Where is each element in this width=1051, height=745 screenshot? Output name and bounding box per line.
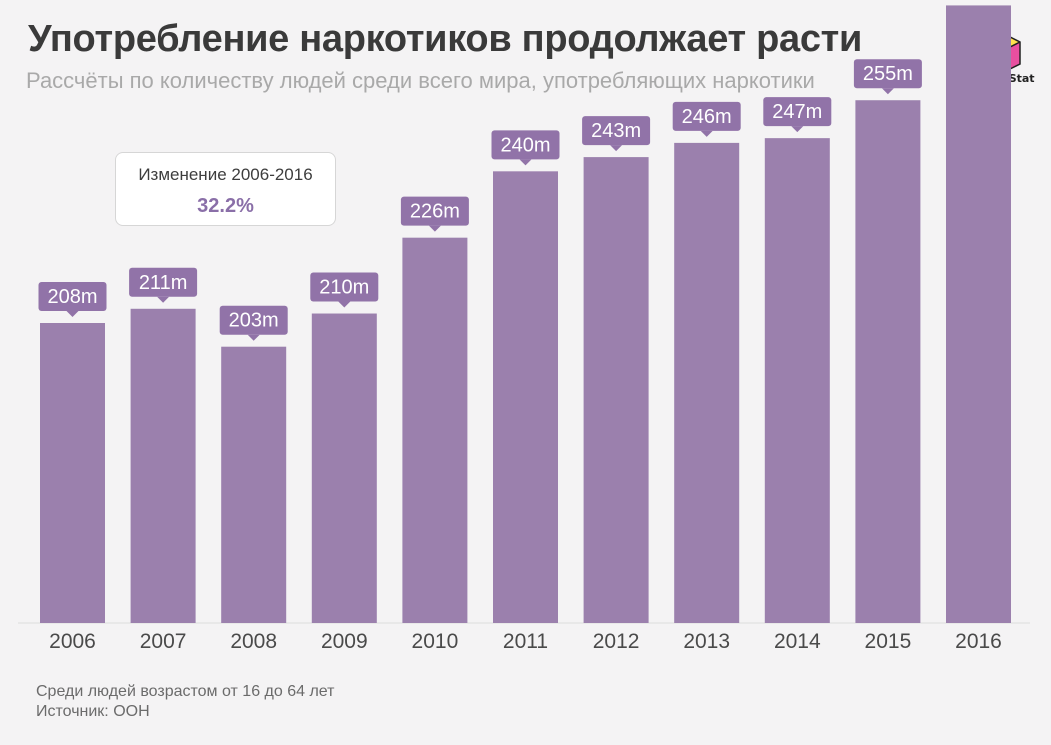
bar-2015: [855, 100, 921, 624]
svg-text:208m: 208m: [47, 286, 97, 308]
callout-value: 32.2%: [197, 195, 254, 217]
svg-text:255m: 255m: [863, 63, 913, 85]
bar-2013: [674, 142, 740, 623]
svg-text:246m: 246m: [682, 106, 732, 128]
data-label-2008: 203m: [219, 305, 288, 341]
x-tick-label-2016: 2016: [955, 630, 1002, 653]
data-label-2015: 255m: [853, 59, 922, 95]
data-label-2012: 243m: [582, 116, 651, 152]
x-tick-label-2007: 2007: [140, 630, 187, 653]
x-tick-label-2011: 2011: [503, 630, 548, 653]
x-tick-label-2014: 2014: [774, 630, 821, 653]
page-title: Употребление наркотиков продолжает расти: [28, 18, 863, 60]
data-label-2014: 247m: [763, 97, 832, 133]
footnote-age-range: Среди людей возрастом от 16 до 64 лет: [36, 683, 335, 700]
x-tick-label-2012: 2012: [593, 630, 640, 653]
data-label-2007: 211m: [129, 267, 198, 303]
bar-2009: [311, 313, 377, 623]
svg-text:203m: 203m: [229, 310, 279, 332]
svg-text:226m: 226m: [410, 201, 460, 223]
svg-text:210m: 210m: [319, 277, 369, 299]
bar-2014: [764, 138, 830, 623]
bar-2008: [221, 346, 287, 623]
x-tick-label-2006: 2006: [49, 630, 96, 653]
svg-text:247m: 247m: [772, 101, 822, 123]
footnote-source: Источник: ООН: [36, 703, 150, 720]
data-label-2009: 210m: [310, 272, 379, 308]
x-tick-label-2008: 2008: [230, 630, 277, 653]
bar-2010: [402, 237, 468, 623]
x-tick-label-2015: 2015: [865, 630, 912, 653]
x-tick-label-2009: 2009: [321, 630, 368, 653]
bar-2012: [583, 157, 649, 623]
bar-2007: [130, 308, 196, 623]
data-label-2006: 208m: [38, 282, 107, 317]
page-subtitle: Рассчёты по количеству людей среди всего…: [26, 68, 815, 93]
svg-text:211m: 211m: [139, 272, 188, 294]
footnote: Среди людей возрастом от 16 до 64 лет Ис…: [36, 682, 335, 722]
data-label-2013: 246m: [672, 101, 741, 137]
x-tick-label-2013: 2013: [683, 630, 730, 653]
callout-label: Изменение 2006-2016: [138, 165, 313, 184]
bar-2006: [40, 323, 105, 623]
svg-text:240m: 240m: [500, 134, 550, 156]
data-label-2010: 226m: [400, 196, 469, 232]
data-label-2011: 240m: [491, 130, 560, 166]
x-tick-label-2010: 2010: [412, 630, 459, 653]
bar-2011: [493, 171, 558, 623]
change-callout: Изменение 2006-2016 32.2%: [115, 152, 336, 226]
bar-2016: [946, 5, 1011, 624]
svg-text:243m: 243m: [591, 120, 641, 142]
